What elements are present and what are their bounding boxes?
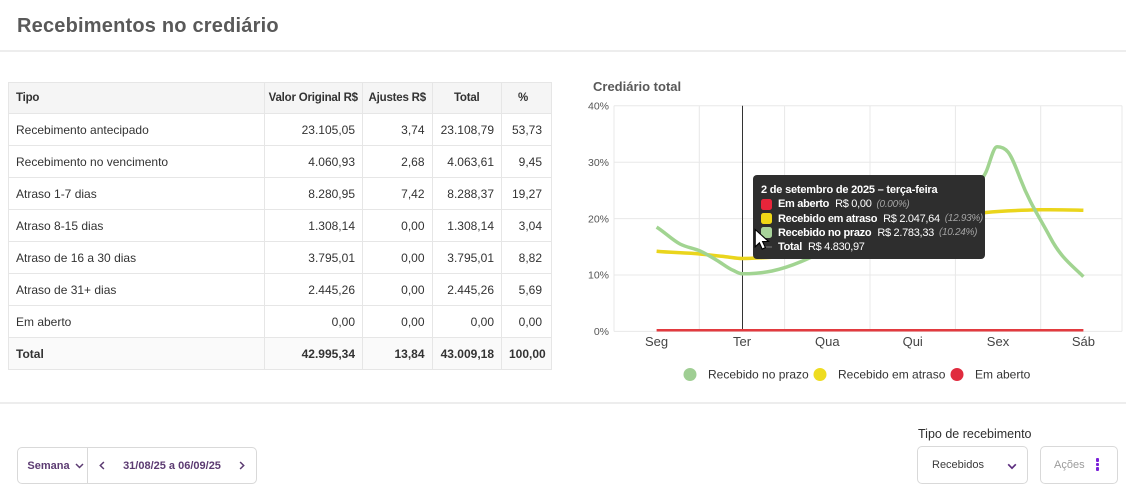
- svg-text:Recebido no prazo: Recebido no prazo: [708, 368, 809, 382]
- svg-text:Ter: Ter: [733, 334, 752, 349]
- svg-text:Recebido em atraso: Recebido em atraso: [838, 368, 946, 382]
- svg-text:10%: 10%: [588, 270, 609, 282]
- svg-text:Seg: Seg: [645, 334, 668, 349]
- svg-text:20%: 20%: [588, 213, 609, 225]
- svg-text:0%: 0%: [594, 326, 609, 338]
- svg-text:Em aberto: Em aberto: [975, 368, 1031, 382]
- svg-text:Qua: Qua: [815, 334, 840, 349]
- svg-text:Sex: Sex: [987, 334, 1010, 349]
- svg-text:30%: 30%: [588, 157, 609, 169]
- svg-text:40%: 40%: [588, 101, 609, 113]
- svg-text:Qui: Qui: [903, 334, 923, 349]
- svg-text:Sáb: Sáb: [1072, 334, 1095, 349]
